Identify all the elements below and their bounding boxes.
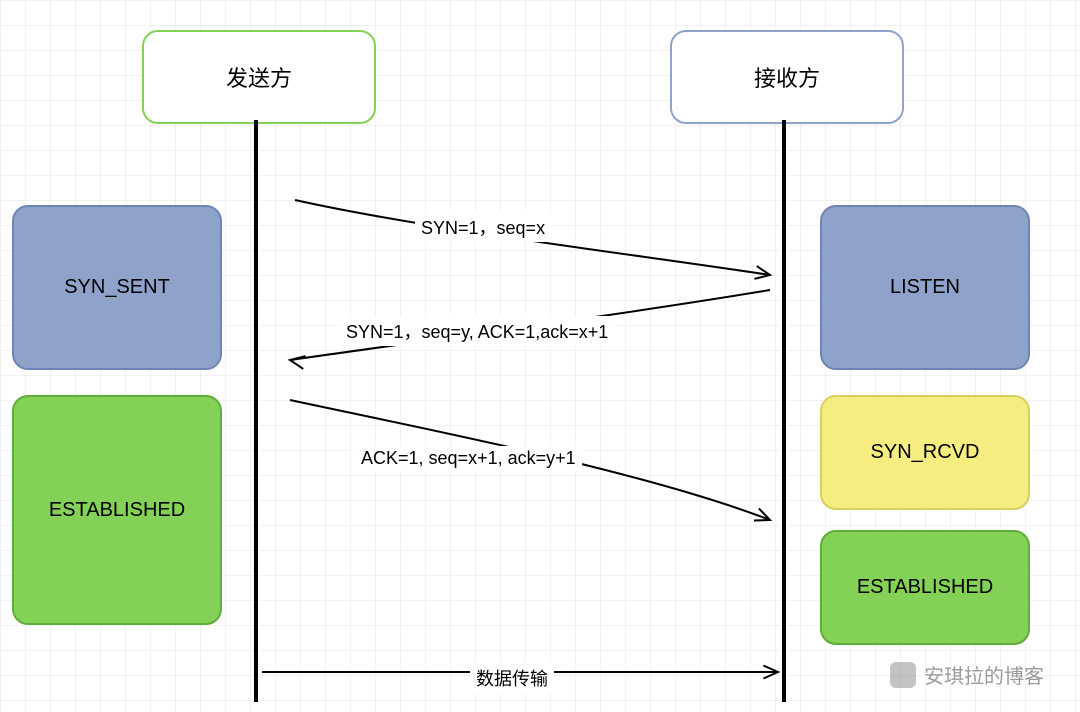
state-listen: LISTEN: [820, 205, 1030, 370]
state-syn-rcvd: SYN_RCVD: [820, 395, 1030, 510]
message-label-syn: SYN=1，seq=x: [415, 212, 551, 242]
wechat-icon: [890, 662, 916, 688]
sender-lifeline: [254, 120, 258, 702]
message-label-data: 数据传输: [470, 663, 554, 693]
watermark-text: 安琪拉的博客: [924, 660, 1044, 689]
state-label: SYN_SENT: [64, 276, 170, 299]
message-label-ack: ACK=1, seq=x+1, ack=y+1: [355, 446, 582, 471]
state-label: ESTABLISHED: [49, 499, 185, 522]
diagram-canvas: 发送方 接收方 SYN_SENT ESTABLISHED LISTEN SYN_…: [0, 0, 1080, 712]
state-established-right: ESTABLISHED: [820, 530, 1030, 645]
watermark: 安琪拉的博客: [890, 660, 1044, 689]
message-label-syn-ack: SYN=1，seq=y, ACK=1,ack=x+1: [340, 316, 614, 346]
receiver-header: 接收方: [670, 30, 904, 124]
receiver-header-label: 接收方: [754, 61, 820, 93]
state-syn-sent: SYN_SENT: [12, 205, 222, 370]
state-established-left: ESTABLISHED: [12, 395, 222, 625]
receiver-lifeline: [782, 120, 786, 702]
state-label: LISTEN: [890, 276, 960, 299]
sender-header: 发送方: [142, 30, 376, 124]
state-label: SYN_RCVD: [871, 441, 980, 464]
state-label: ESTABLISHED: [857, 576, 993, 599]
sender-header-label: 发送方: [226, 61, 292, 93]
